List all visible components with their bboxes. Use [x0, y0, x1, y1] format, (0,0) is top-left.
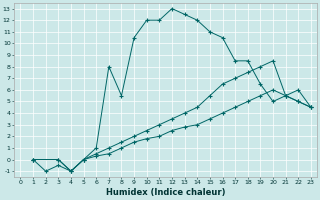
X-axis label: Humidex (Indice chaleur): Humidex (Indice chaleur): [106, 188, 225, 197]
